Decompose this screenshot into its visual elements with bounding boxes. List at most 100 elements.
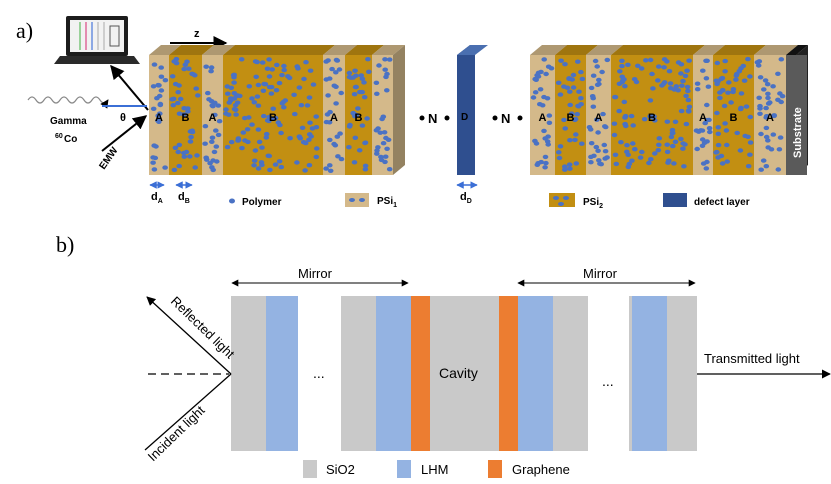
polymer-dot xyxy=(768,147,775,152)
ellipsis-right: ... xyxy=(602,373,614,389)
polymer-dot xyxy=(761,87,767,92)
polymer-dot xyxy=(158,74,165,79)
polymer-dot xyxy=(747,140,754,145)
polymer-dot xyxy=(154,96,160,101)
thickness-marker-a: dA xyxy=(149,181,165,205)
polymer-dot xyxy=(594,117,600,122)
polymer-dot xyxy=(181,112,187,117)
polymer-dot xyxy=(700,161,707,166)
polymer-dot xyxy=(741,78,748,83)
defect-layer: D xyxy=(457,45,488,175)
polymer-dot xyxy=(686,58,692,63)
polymer-dot xyxy=(386,167,393,172)
polymer-dot xyxy=(685,88,691,94)
polymer-dot xyxy=(680,146,686,151)
polymer-dot xyxy=(543,160,549,166)
polymer-dot xyxy=(591,153,597,158)
legend-polymer: Polymer xyxy=(229,197,282,208)
polymer-dot xyxy=(386,57,393,62)
polymer-dot xyxy=(253,74,259,80)
polymer-dot xyxy=(596,77,602,83)
polymer-dot xyxy=(594,82,601,88)
polymer-dot xyxy=(281,67,288,73)
polymer-dot xyxy=(541,128,547,134)
polymer-dot xyxy=(538,69,544,75)
polymer-dot xyxy=(738,91,745,96)
polymer-dot xyxy=(579,141,585,146)
polymer-dot xyxy=(668,134,675,140)
polymer-dot xyxy=(747,152,753,157)
polymer-dot xyxy=(338,90,345,96)
polymer-dot xyxy=(231,106,238,112)
polymer-dot xyxy=(562,126,568,131)
polymer-dot xyxy=(240,130,247,135)
polymer-dot xyxy=(173,56,180,62)
polymer-dot xyxy=(261,113,267,119)
polymer-dot xyxy=(714,110,720,116)
polymer-dot xyxy=(706,117,712,123)
psi2-layer: B xyxy=(345,45,384,175)
polymer-dot xyxy=(223,107,229,112)
polymer-dot xyxy=(175,149,181,155)
polymer-dot xyxy=(187,154,193,159)
mirror-left-label: Mirror xyxy=(298,266,333,281)
polymer-dot xyxy=(562,164,568,169)
polymer-dot xyxy=(747,74,753,79)
polymer-dot xyxy=(276,159,283,164)
polymer-dot xyxy=(266,74,273,79)
polymer-dot xyxy=(747,114,754,120)
polymer-dot xyxy=(678,71,684,76)
polymer-dot xyxy=(570,85,577,90)
polymer-dot xyxy=(733,73,740,78)
polymer-dot xyxy=(244,127,251,132)
polymer-dot xyxy=(656,142,662,147)
polymer-dot xyxy=(707,129,713,135)
polymer-dot xyxy=(189,128,195,133)
sio2-slab xyxy=(341,296,376,451)
polymer-dot xyxy=(647,98,654,103)
polymer-dot xyxy=(573,161,580,166)
polymer-dot xyxy=(767,100,773,105)
polymer-dot xyxy=(649,114,655,119)
psi1-layer: A xyxy=(754,45,798,175)
incident-light-label: Incident light xyxy=(145,402,208,464)
polymer-dot xyxy=(722,58,728,64)
polymer-dot xyxy=(361,95,368,100)
polymer-dot xyxy=(622,84,628,89)
polymer-dot xyxy=(652,151,658,156)
polymer-dot xyxy=(294,160,300,165)
polymer-dot xyxy=(296,85,303,90)
polymer-dot xyxy=(374,148,380,153)
polymer-dot xyxy=(185,106,191,111)
polymer-dot xyxy=(656,136,663,141)
polymer-dot xyxy=(594,64,600,69)
polymer-dot xyxy=(776,147,783,152)
thickness-marker-b: dB xyxy=(175,181,193,205)
polymer-dot xyxy=(272,162,279,167)
cavity-stack xyxy=(231,296,697,451)
polymer-dot xyxy=(604,57,611,63)
polymer-dot xyxy=(336,67,343,72)
polymer-dot xyxy=(649,71,655,77)
repeat-n-left: N xyxy=(428,111,437,126)
polymer-dot xyxy=(675,88,681,93)
polymer-dot xyxy=(756,59,763,64)
svg-text:dD: dD xyxy=(460,191,472,205)
polymer-dot xyxy=(533,141,540,146)
thickness-marker-d: dD xyxy=(456,181,478,205)
polymer-dot xyxy=(602,149,609,154)
polymer-dot xyxy=(532,90,539,95)
layer-label: B xyxy=(648,112,656,124)
psi2-layer: B xyxy=(611,45,705,175)
polymer-dot xyxy=(721,103,728,109)
polymer-dot xyxy=(683,93,689,99)
polymer-dot xyxy=(323,119,330,125)
polymer-dot xyxy=(176,142,183,148)
polymer-dot xyxy=(703,76,710,81)
polymer-dot xyxy=(231,80,237,85)
reflected-light-label: Reflected light xyxy=(168,293,238,361)
polymer-dot xyxy=(713,150,719,155)
polymer-dot xyxy=(533,77,539,83)
polymer-dot xyxy=(176,111,183,116)
polymer-dot xyxy=(763,105,769,111)
